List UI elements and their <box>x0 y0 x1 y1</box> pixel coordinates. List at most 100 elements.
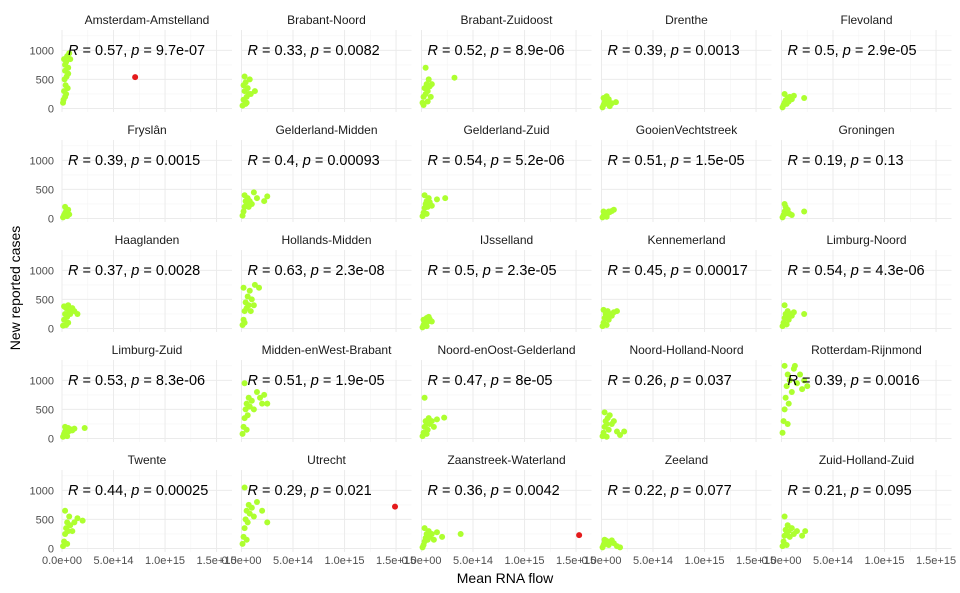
r-value: = 0.19, <box>798 153 851 169</box>
y-tick-label: 1000 <box>30 375 54 387</box>
data-point <box>603 322 610 329</box>
data-point <box>247 308 254 315</box>
data-point <box>250 302 257 309</box>
data-point <box>610 206 617 213</box>
data-point <box>423 323 430 330</box>
p-symbol: p <box>850 263 859 279</box>
y-tick-label: 500 <box>36 294 54 306</box>
p-symbol: p <box>842 43 851 59</box>
p-value: = 8.3e-06 <box>139 373 205 389</box>
p-value: = 0.021 <box>319 483 372 499</box>
data-point <box>784 420 791 427</box>
p-value: = 0.0016 <box>859 373 920 389</box>
data-point <box>264 519 271 526</box>
data-point <box>259 507 266 514</box>
data-point <box>801 95 808 102</box>
data-point <box>65 70 72 77</box>
r-symbol: R <box>608 43 619 59</box>
data-point <box>801 377 808 384</box>
data-point <box>600 95 607 102</box>
data-point <box>61 303 68 310</box>
facet-title-brabant-zuidoost: Brabant-Zuidoost <box>460 13 553 27</box>
p-symbol: p <box>670 263 679 279</box>
data-point <box>241 192 248 199</box>
data-point <box>428 202 435 209</box>
p-value: = 0.0015 <box>139 153 200 169</box>
data-point <box>784 371 791 378</box>
data-point <box>801 310 808 317</box>
correlation-label-zaanstreek-waterland: R = 0.36, p = 0.0042 <box>428 483 560 499</box>
data-point <box>603 213 610 220</box>
data-point <box>804 383 811 390</box>
data-point <box>244 519 251 526</box>
facet-title-limburg-noord: Limburg-Noord <box>826 233 906 247</box>
x-tick-label: 1.0e+15 <box>504 555 544 567</box>
y-tick-label: 0 <box>48 434 54 446</box>
facet-title-rotterdam-rijnmond: Rotterdam-Rijnmond <box>811 343 922 357</box>
correlation-label-brabant-noord: R = 0.33, p = 0.0082 <box>248 43 380 59</box>
data-point <box>605 426 612 433</box>
r-symbol: R <box>608 373 619 389</box>
correlation-label-frysl-n: R = 0.39, p = 0.0015 <box>68 153 200 169</box>
facet-title-gelderland-zuid: Gelderland-Zuid <box>463 123 549 137</box>
data-point <box>420 102 427 109</box>
p-value: = 0.0042 <box>499 483 560 499</box>
r-symbol: R <box>428 373 439 389</box>
data-point <box>66 513 73 520</box>
data-point <box>241 319 248 326</box>
facet-title-amsterdam-amstelland: Amsterdam-Amstelland <box>85 13 210 27</box>
data-point <box>421 525 428 532</box>
x-tick-label: 1.0e+15 <box>145 555 185 567</box>
x-axis-title: Mean RNA flow <box>457 570 554 586</box>
data-point <box>424 88 431 95</box>
p-symbol: p <box>490 483 499 499</box>
data-point <box>782 394 789 401</box>
data-point <box>71 425 78 432</box>
data-point <box>62 203 69 210</box>
data-point <box>264 193 271 200</box>
data-point <box>433 529 440 536</box>
correlation-label-amsterdam-amstelland: R = 0.57, p = 9.7e-07 <box>68 43 205 59</box>
facet-title-ijsselland: IJsselland <box>480 233 533 247</box>
r-value: = 0.26, <box>618 373 671 389</box>
p-symbol: p <box>310 483 319 499</box>
r-value: = 0.54, <box>798 263 851 279</box>
p-symbol: p <box>310 263 319 279</box>
data-point <box>253 498 260 505</box>
data-point <box>433 196 440 203</box>
data-point <box>61 56 68 63</box>
p-value: = 8.9e-06 <box>499 43 565 59</box>
correlation-label-zuid-holland-zuid: R = 0.21, p = 0.095 <box>788 483 912 499</box>
data-point <box>441 414 448 421</box>
data-point <box>422 64 429 71</box>
r-value: = 0.54, <box>438 153 491 169</box>
data-point <box>428 530 435 537</box>
data-point <box>253 388 260 395</box>
facet-title-zaanstreek-waterland: Zaanstreek-Waterland <box>447 453 565 467</box>
data-point <box>247 90 254 97</box>
data-point <box>621 428 628 435</box>
r-value: = 0.29, <box>258 483 311 499</box>
r-symbol: R <box>68 373 79 389</box>
r-value: = 0.5, <box>438 263 483 279</box>
p-value: = 2.3e-05 <box>491 263 557 279</box>
data-point <box>790 92 797 99</box>
correlation-label-gelderland-zuid: R = 0.54, p = 5.2e-06 <box>428 153 565 169</box>
data-point <box>785 316 792 323</box>
r-value: = 0.37, <box>78 263 131 279</box>
data-point <box>605 96 612 103</box>
correlation-label-noord-enoost-gelderland: R = 0.47, p = 8e-05 <box>428 373 553 389</box>
x-tick-label: 1.5e+15 <box>556 555 596 567</box>
p-value: = 0.0013 <box>679 43 740 59</box>
data-point <box>241 525 248 532</box>
p-symbol: p <box>130 373 139 389</box>
data-point <box>788 525 795 532</box>
data-point <box>81 425 88 432</box>
r-symbol: R <box>608 263 619 279</box>
data-point <box>425 76 432 83</box>
correlation-label-limburg-noord: R = 0.54, p = 4.3e-06 <box>788 263 925 279</box>
data-point <box>64 433 71 440</box>
r-symbol: R <box>248 483 259 499</box>
p-value: = 0.13 <box>859 153 904 169</box>
